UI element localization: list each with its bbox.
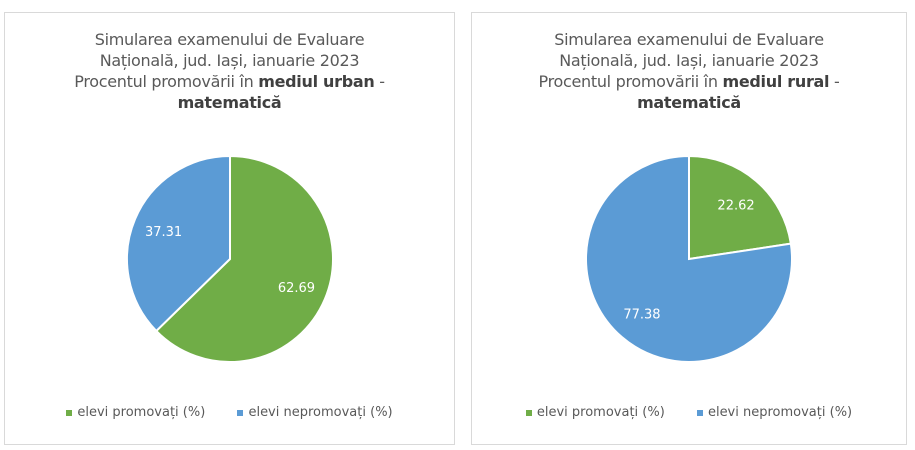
pie-slice	[585, 154, 793, 363]
pie-slice	[688, 154, 792, 261]
chart-urban: Simularea examenului de Evaluare Naționa…	[4, 12, 455, 445]
pie: 62.69 37.31	[126, 154, 334, 363]
data-label: 22.62	[717, 198, 754, 213]
title-line: Procentul promovării în	[538, 72, 723, 91]
legend-swatch-blue	[696, 409, 703, 416]
chart-title: Simularea examenului de Evaluare Naționa…	[5, 29, 454, 113]
legend: elevi promovați (%) elevi nepromovați (%…	[5, 405, 454, 420]
legend-label: elevi promovați (%)	[536, 405, 665, 420]
legend-label: elevi nepromovați (%)	[248, 405, 393, 420]
title-dash: -	[374, 72, 385, 91]
legend-label: elevi promovați (%)	[77, 405, 206, 420]
legend-swatch-green	[66, 409, 73, 416]
pie-slice	[154, 154, 334, 363]
title-dash: -	[829, 72, 840, 91]
title-bold: mediul rural	[722, 72, 830, 91]
title-line: Simularea examenului de Evaluare	[554, 30, 824, 49]
pie: 22.62 77.38	[585, 154, 793, 363]
data-label: 77.38	[623, 308, 660, 323]
data-label: 62.69	[278, 281, 315, 296]
data-label: 37.31	[145, 225, 182, 240]
legend: elevi promovați (%) elevi nepromovați (%…	[472, 405, 906, 420]
title-bold: matematică	[637, 93, 741, 112]
chart-title: Simularea examenului de Evaluare Naționa…	[472, 29, 906, 113]
legend-swatch-blue	[237, 409, 244, 416]
chart-rural: Simularea examenului de Evaluare Naționa…	[471, 12, 907, 445]
title-line: Simularea examenului de Evaluare	[94, 30, 365, 49]
legend-swatch-green	[525, 409, 532, 416]
pie-slice	[126, 154, 231, 333]
title-bold: matematică	[177, 93, 282, 112]
legend-label: elevi nepromovați (%)	[707, 405, 853, 420]
title-line: Națională, jud. Iași, ianuarie 2023	[559, 51, 819, 70]
title-line: Națională, jud. Iași, ianuarie 2023	[99, 51, 360, 70]
title-line: Procentul promovării în	[74, 72, 259, 91]
title-bold: mediul urban	[258, 72, 375, 91]
